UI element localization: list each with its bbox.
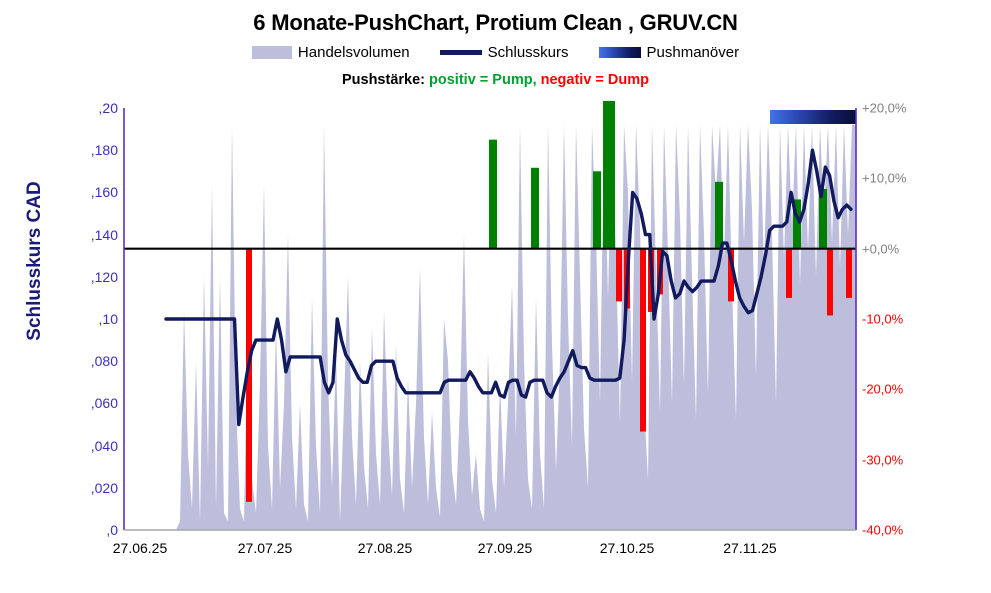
y-left-tick: ,020: [90, 479, 118, 496]
plot-frame: [123, 108, 857, 531]
y-left-tick: ,0: [106, 522, 118, 538]
push-bar-negative: [786, 248, 792, 298]
volume-swatch-icon: [251, 46, 292, 59]
y-axis-left-ticks: ,20 ,180 ,160 ,140 ,120 ,10 ,080 ,060 ,040 ,020 ,0: [0, 0, 118, 593]
push-bar-positive: [607, 100, 615, 249]
push-maneuver-band: [770, 110, 856, 124]
y-right-tick: +10,0%: [862, 170, 907, 186]
y-left-tick: ,080: [90, 353, 118, 370]
legend-item-pushmanoever: Pushmanöver: [598, 44, 740, 61]
y-left-tick: ,10: [98, 311, 118, 327]
legend-item-schlusskurs: Schlusskurs: [439, 44, 569, 61]
y-left-tick: ,180: [90, 142, 118, 159]
y-left-tick: ,120: [90, 268, 118, 285]
x-axis-tick: 27.11.25: [723, 540, 777, 556]
push-bar-negative: [846, 248, 852, 298]
subtitle-negative: negativ = Dump: [540, 72, 649, 88]
push-bar-positive: [793, 199, 801, 249]
push-bar-negative: [827, 248, 833, 316]
push-bar-positive: [819, 188, 827, 249]
legend-label-schlusskurs: Schlusskurs: [487, 44, 569, 61]
chart-subtitle: Pushstärke: positiv = Pump, negativ = Du…: [0, 72, 991, 88]
y-right-tick: +0,0%: [862, 241, 900, 257]
x-axis-tick: 27.08.25: [357, 540, 413, 556]
push-bar-negative: [640, 248, 646, 432]
y-axis-right-ticks: +20,0% +10,0% +0,0% -10,0% -20,0% -30,0% -40,0…: [862, 0, 991, 593]
push-bar-positive: [593, 171, 601, 249]
legend-label-handelsvolumen: Handelsvolumen: [297, 44, 410, 61]
legend-item-handelsvolumen: Handelsvolumen: [251, 44, 410, 61]
y-right-tick: -40,0%: [862, 522, 904, 538]
y-right-tick: +20,0%: [862, 100, 907, 116]
push-maneuver-bar: [770, 110, 856, 124]
y-left-tick: ,160: [90, 184, 118, 201]
chart-title: 6 Monate-PushChart, Protium Clean , GRUV…: [253, 10, 738, 35]
x-axis-tick: 27.10.25: [599, 540, 655, 556]
y-left-tick: ,140: [90, 226, 118, 243]
y-left-tick: ,040: [90, 437, 118, 454]
push-bar-negative: [728, 248, 734, 302]
y-right-tick: -20,0%: [862, 381, 904, 397]
push-bar-positive: [531, 167, 539, 249]
x-axis-tick: 27.07.25: [237, 540, 293, 556]
y-left-tick: ,20: [98, 100, 118, 116]
x-axis-tick: 27.09.25: [477, 540, 533, 556]
y-left-tick: ,060: [90, 395, 118, 412]
volume-area-series: [124, 124, 856, 530]
push-bar-positive: [715, 181, 723, 249]
subtitle-prefix: Pushstärke:: [341, 72, 425, 88]
x-axis-tick: 27.06.25: [112, 540, 168, 556]
push-bar-negative: [616, 248, 622, 302]
price-line-series: [164, 148, 853, 427]
push-bar-positive: [489, 139, 497, 249]
line-swatch-icon: [439, 50, 482, 55]
legend-label-pushmanoever: Pushmanöver: [646, 44, 740, 61]
chart-legend: Handelsvolumen Schlusskurs Pushmanöver: [0, 44, 991, 61]
push-bar-negative: [246, 248, 252, 502]
y-right-tick: -30,0%: [862, 452, 904, 468]
subtitle-positive: positiv = Pump,: [429, 72, 537, 88]
push-positive-bars: [489, 100, 827, 249]
gradient-swatch-icon: [598, 47, 641, 58]
y-right-tick: -10,0%: [862, 311, 904, 327]
